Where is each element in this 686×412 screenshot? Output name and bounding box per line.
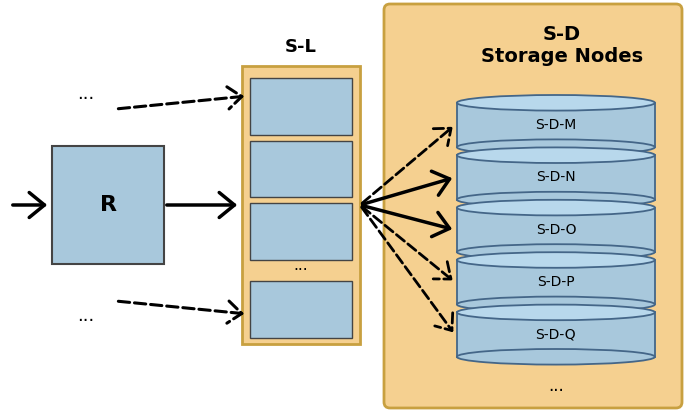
Bar [242, 66, 360, 344]
Ellipse shape [457, 147, 655, 163]
Ellipse shape [457, 252, 655, 268]
Bar [250, 78, 352, 135]
Text: ...: ... [77, 85, 94, 103]
Bar [250, 204, 352, 260]
Ellipse shape [457, 349, 655, 365]
Text: S-D-P: S-D-P [537, 275, 575, 289]
Ellipse shape [457, 139, 655, 155]
Text: S-D-M: S-D-M [535, 118, 576, 132]
Bar [457, 260, 655, 304]
Bar [250, 281, 352, 338]
Ellipse shape [457, 244, 655, 260]
Text: R: R [99, 195, 117, 215]
Text: ...: ... [77, 307, 94, 325]
Text: ...: ... [294, 258, 308, 273]
Text: S-D-Q: S-D-Q [536, 328, 576, 342]
Ellipse shape [457, 304, 655, 320]
Bar [457, 312, 655, 357]
Bar [457, 208, 655, 252]
Bar [457, 155, 655, 199]
Text: S-D
Storage Nodes: S-D Storage Nodes [480, 25, 643, 66]
Text: S-D-N: S-D-N [536, 171, 576, 185]
Bar [457, 103, 655, 147]
FancyBboxPatch shape [384, 4, 682, 408]
Text: ...: ... [548, 377, 564, 395]
Text: S-D-O: S-D-O [536, 223, 576, 237]
Ellipse shape [457, 200, 655, 215]
Ellipse shape [457, 95, 655, 110]
Bar [52, 146, 164, 264]
Ellipse shape [457, 192, 655, 207]
Bar [250, 140, 352, 197]
Text: S-L: S-L [285, 38, 317, 56]
Ellipse shape [457, 297, 655, 312]
